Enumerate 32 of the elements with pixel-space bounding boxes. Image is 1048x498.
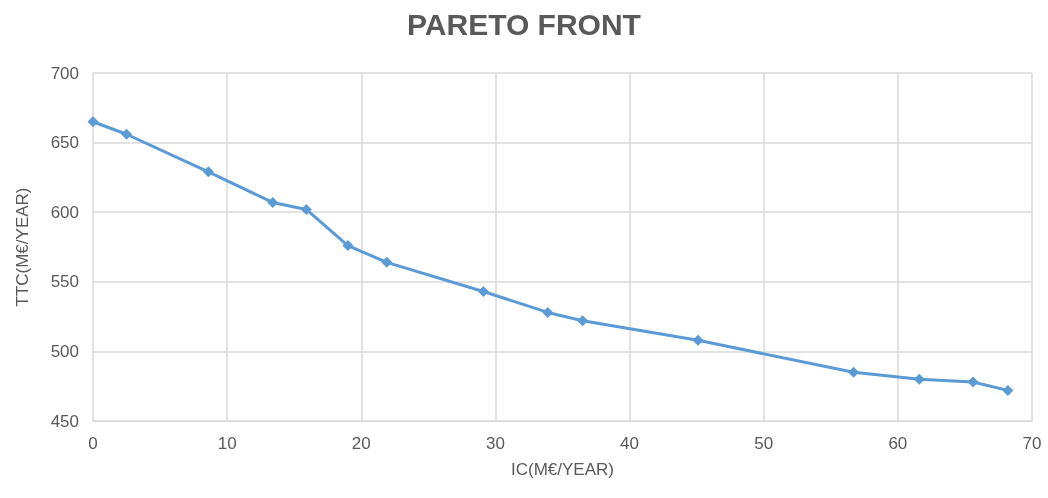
x-tick-label: 60 — [888, 434, 908, 453]
point — [381, 256, 393, 268]
point — [1002, 384, 1014, 396]
y-tick-label: 450 — [50, 411, 79, 431]
x-tick-label: 30 — [485, 434, 505, 453]
point — [477, 286, 489, 298]
point — [692, 334, 704, 346]
y-tick-label: 500 — [50, 341, 79, 361]
chart-title: PARETO FRONT — [407, 7, 641, 41]
point — [87, 116, 99, 128]
x-tick-label: 20 — [351, 434, 371, 453]
x-tick-label: 70 — [1022, 434, 1042, 453]
y-tick-label: 550 — [50, 272, 79, 292]
x-tick-label: 10 — [217, 434, 237, 453]
point — [913, 373, 925, 385]
y-tick-label: 700 — [50, 63, 79, 83]
x-tick-label: 40 — [620, 434, 640, 453]
point — [342, 240, 354, 252]
point — [300, 203, 312, 215]
point — [967, 376, 979, 388]
y-tick-label: 600 — [50, 202, 79, 222]
point — [542, 306, 554, 318]
point — [202, 166, 214, 178]
y-tick-label: 650 — [50, 133, 79, 153]
point — [848, 366, 860, 378]
x-tick-label: 50 — [754, 434, 774, 453]
y-axis-title: TTC(M€/YEAR) — [13, 187, 32, 307]
point — [121, 128, 133, 140]
point — [267, 196, 279, 208]
x-axis-title: IC(M€/YEAR) — [511, 460, 614, 479]
point — [577, 315, 589, 327]
x-tick-label: 0 — [88, 434, 98, 453]
